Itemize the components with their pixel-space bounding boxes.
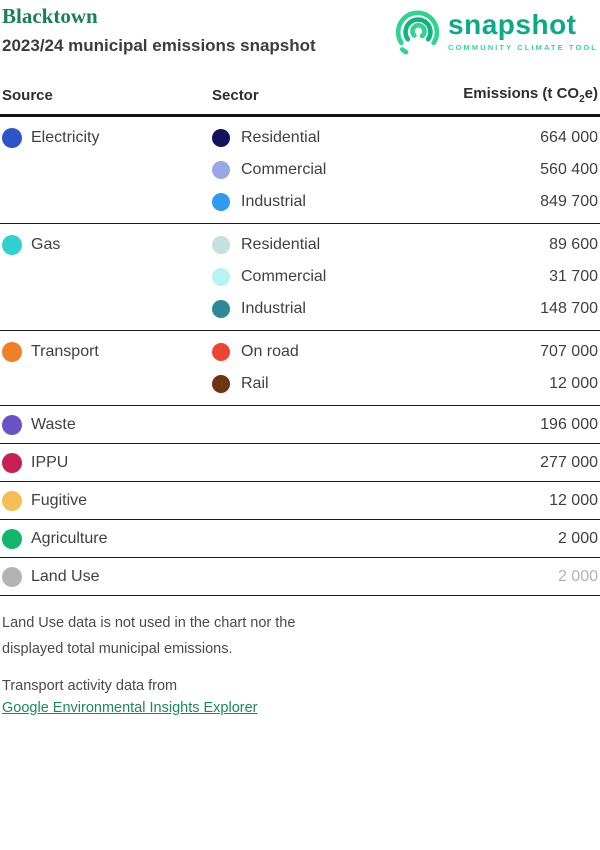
transport-footnote: Transport activity data from [2, 678, 178, 694]
source-group-agriculture: Agriculture 2 000 [0, 520, 600, 558]
snapshot-tagline: COMMUNITY CLIMATE TOOL [448, 43, 598, 52]
source-label: Transport [31, 343, 99, 360]
source-group-land-use: Land Use 2 000 [0, 558, 600, 596]
electricity-commercial-dot [212, 161, 230, 179]
sector-label: Residential [241, 129, 321, 146]
source-label: Fugitive [31, 491, 88, 509]
table-row: Gas Residential 89 600 [0, 229, 600, 261]
report-subtitle: 2023/24 municipal emissions snapshot [2, 36, 316, 55]
land-use-footnote: Land Use data is not used in the chart n… [2, 615, 296, 657]
snapshot-logo: snapshot COMMUNITY CLIMATE TOOL [394, 3, 598, 60]
table-row: Waste 196 000 [0, 411, 600, 438]
table-row: IPPU 277 000 [0, 449, 600, 476]
source-group-transport: Transport On road 707 000 Rail 12 000 [0, 331, 600, 406]
source-label: IPPU [31, 453, 69, 471]
sector-label: Commercial [241, 161, 327, 178]
source-group-gas: Gas Residential 89 600 Commercial 31 700… [0, 224, 600, 331]
transport-onroad-dot [212, 343, 230, 361]
transport-rail-dot [212, 375, 230, 393]
table-row: Industrial 849 700 [0, 186, 600, 218]
sector-label: Industrial [241, 193, 306, 210]
source-label: Agriculture [31, 529, 108, 547]
emissions-value: 89 600 [549, 236, 598, 253]
emissions-value: 2 000 [557, 529, 598, 547]
emissions-value: 196 000 [540, 415, 598, 433]
source-label: Electricity [31, 129, 100, 146]
ippu-dot [2, 452, 22, 473]
gas-residential-dot [212, 236, 230, 254]
sector-label: On road [241, 343, 299, 360]
electricity-residential-dot [212, 129, 230, 147]
source-group-ippu: IPPU 277 000 [0, 444, 600, 482]
table-row: Transport On road 707 000 [0, 336, 600, 368]
sector-label: Residential [241, 236, 321, 253]
municipality-title: Blacktown [2, 4, 98, 28]
table-row: Fugitive 12 000 [0, 487, 600, 514]
table-row: Agriculture 2 000 [0, 525, 600, 552]
source-label: Land Use [31, 567, 100, 585]
emissions-value: 707 000 [540, 343, 598, 360]
emissions-value-muted: 2 000 [557, 567, 598, 585]
emissions-value: 560 400 [540, 161, 598, 178]
table-header-row: Source Sector Emissions (t CO2e) [0, 85, 600, 117]
table-row: Industrial 148 700 [0, 293, 600, 325]
column-header-sector: Sector [212, 86, 259, 104]
emissions-value: 148 700 [540, 300, 598, 317]
gas-dot [2, 235, 22, 255]
emissions-value: 664 000 [540, 129, 598, 146]
source-label: Waste [31, 415, 76, 433]
transport-dot [2, 342, 22, 362]
table-row: Commercial 31 700 [0, 261, 600, 293]
land-use-dot [2, 566, 22, 587]
source-group-electricity: Electricity Residential 664 000 Commerci… [0, 117, 600, 224]
google-eie-link[interactable]: Google Environmental Insights Explorer [2, 700, 258, 716]
emissions-value: 849 700 [540, 193, 598, 210]
snapshot-wordmark: snapshot [448, 9, 577, 40]
emissions-value: 12 000 [549, 375, 598, 392]
table-row: Electricity Residential 664 000 [0, 122, 600, 154]
agriculture-dot [2, 528, 22, 549]
emissions-value: 31 700 [549, 268, 598, 285]
source-label: Gas [31, 236, 61, 253]
column-header-source: Source [2, 86, 53, 104]
electricity-dot [2, 128, 22, 148]
table-row: Rail 12 000 [0, 368, 600, 400]
gas-industrial-dot [212, 300, 230, 318]
emissions-table: Source Sector Emissions (t CO2e) Electri… [0, 85, 600, 596]
column-header-emissions: Emissions (t CO2e) [463, 85, 598, 105]
snapshot-logo-text: snapshot COMMUNITY CLIMATE TOOL [448, 9, 598, 53]
table-row: Land Use 2 000 [0, 563, 600, 590]
electricity-industrial-dot [212, 193, 230, 211]
page-header: Blacktown 2023/24 municipal emissions sn… [0, 0, 600, 60]
emissions-value: 277 000 [540, 453, 598, 471]
snapshot-logo-icon [394, 5, 442, 60]
table-row: Commercial 560 400 [0, 154, 600, 186]
gas-commercial-dot [212, 268, 230, 286]
sector-label: Rail [241, 375, 269, 392]
emissions-value: 12 000 [549, 491, 598, 509]
sector-label: Commercial [241, 268, 327, 285]
sector-label: Industrial [241, 300, 306, 317]
fugitive-dot [2, 490, 22, 511]
waste-dot [2, 414, 22, 435]
source-group-waste: Waste 196 000 [0, 406, 600, 444]
source-group-fugitive: Fugitive 12 000 [0, 482, 600, 520]
title-block: Blacktown 2023/24 municipal emissions sn… [2, 3, 316, 56]
footnotes: Land Use data is not used in the chart n… [0, 596, 600, 719]
